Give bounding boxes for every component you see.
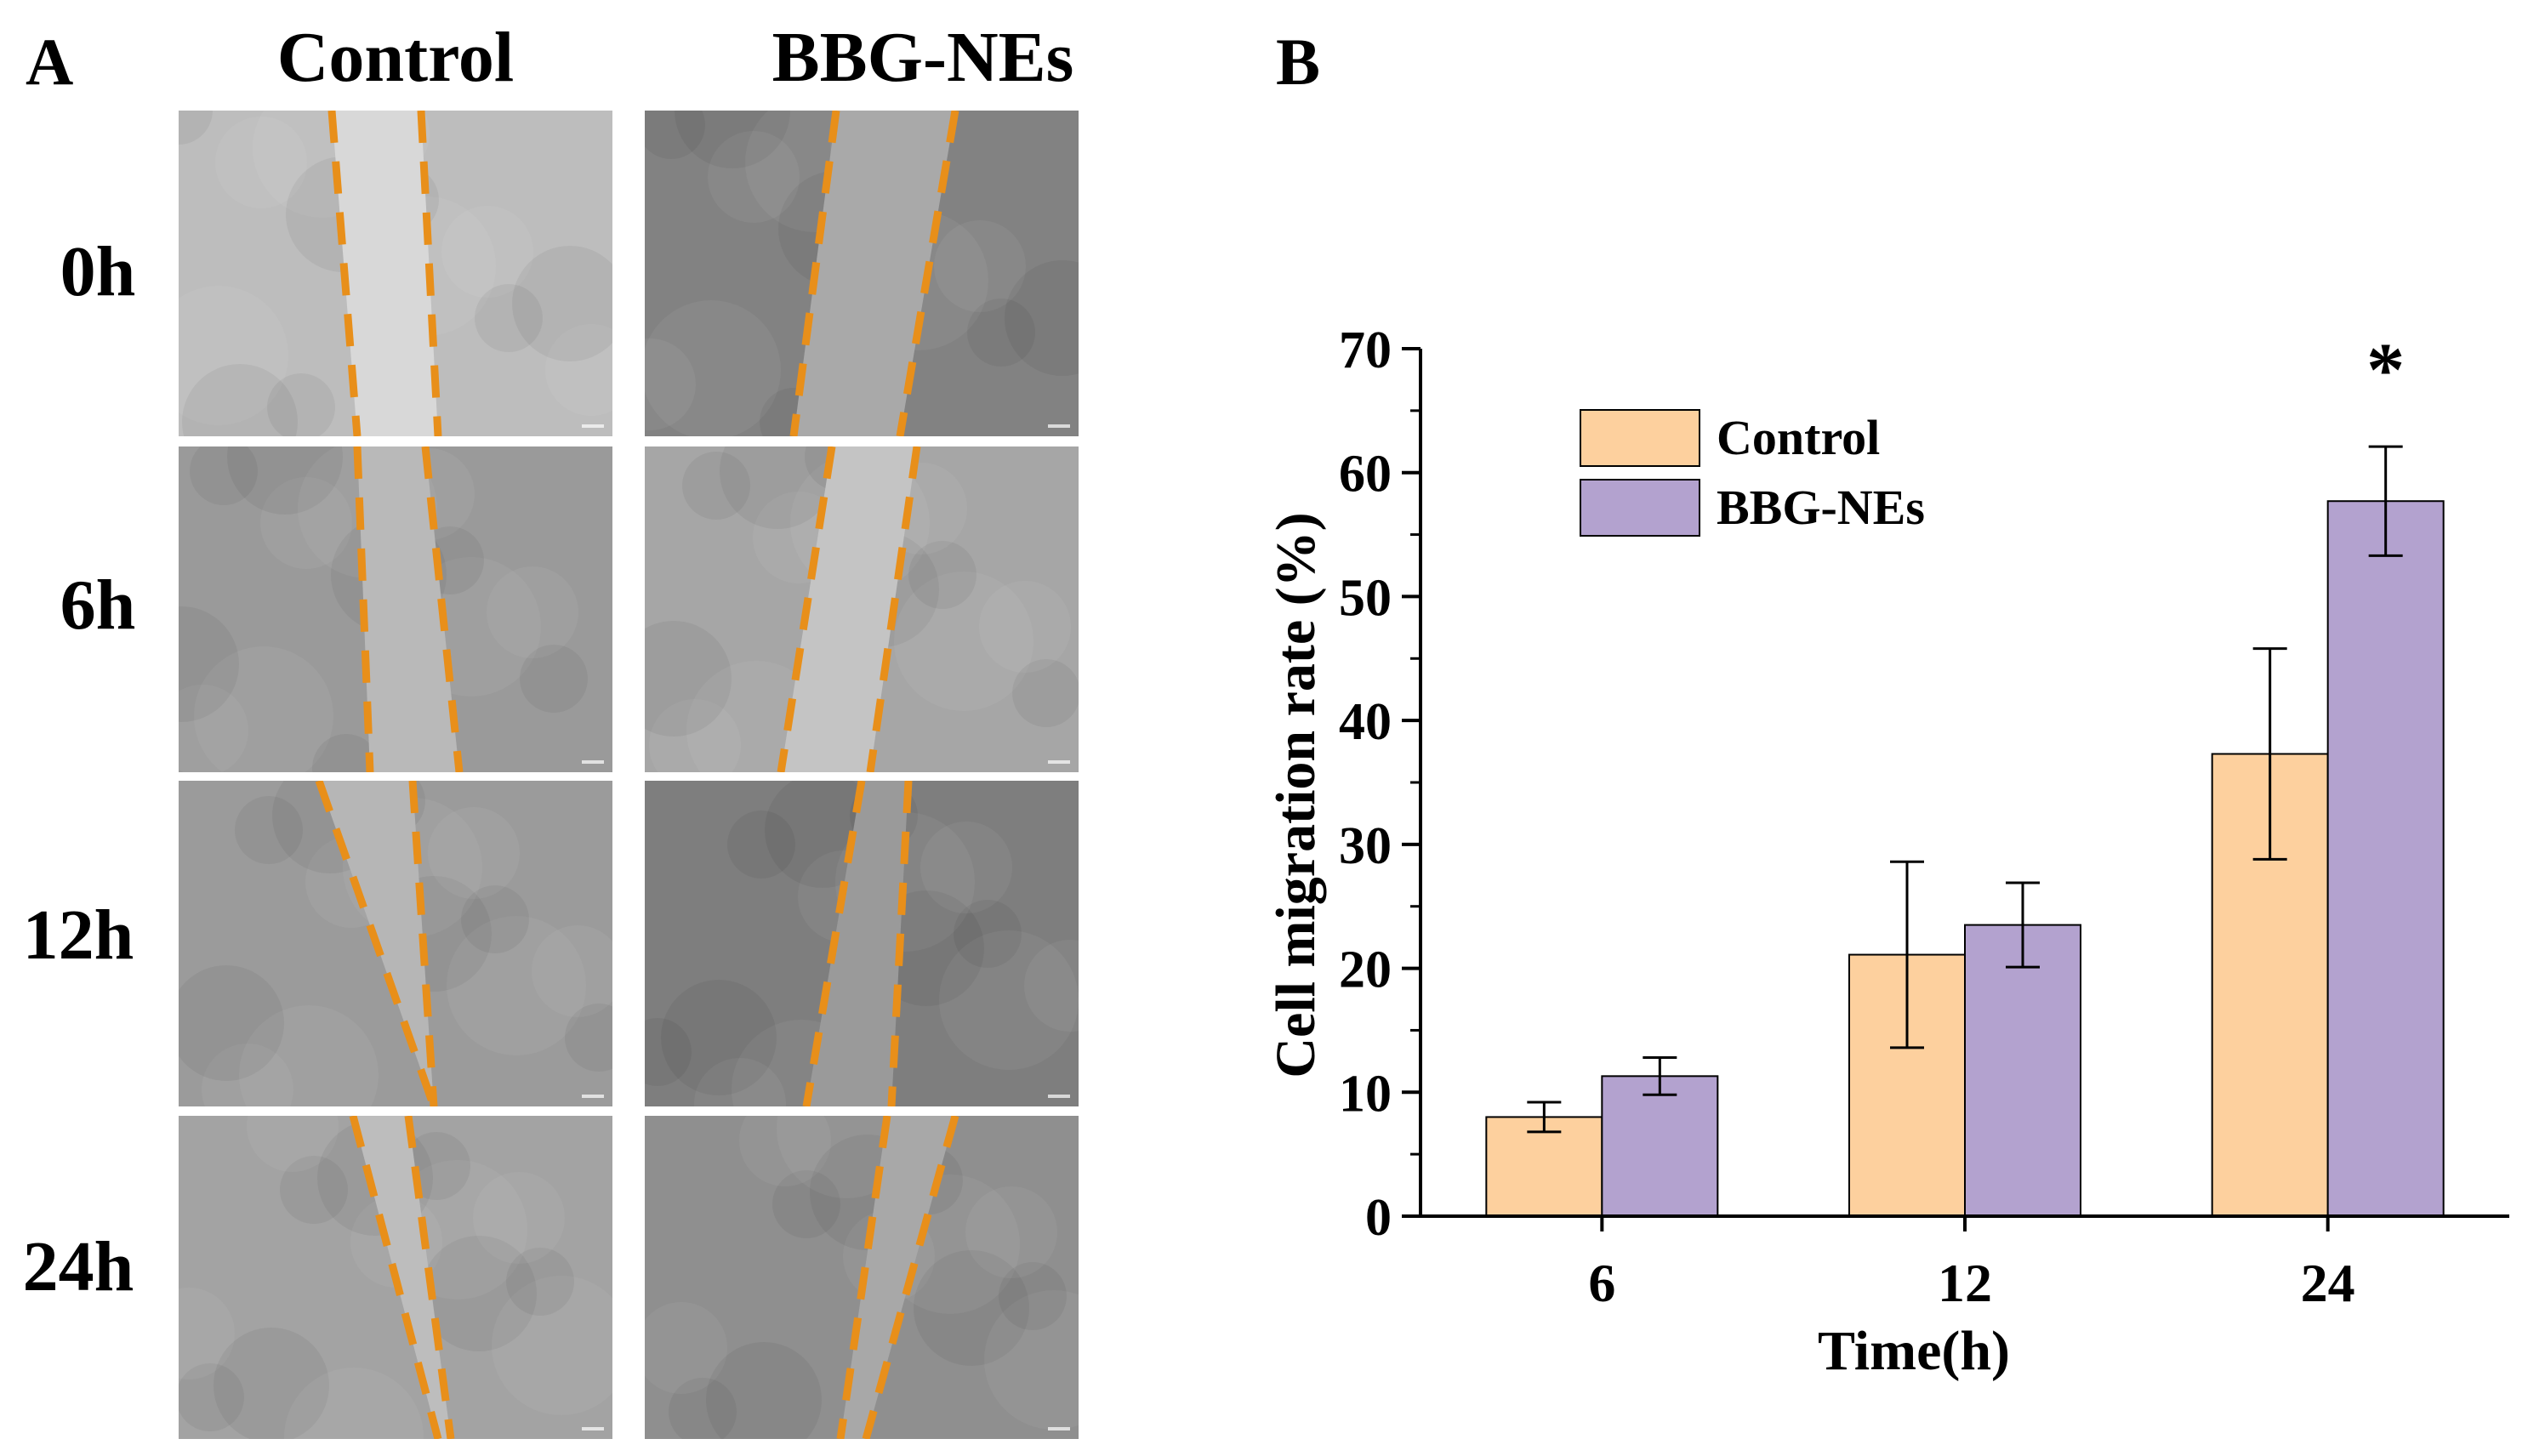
column-header-bbg-nes: BBG-NEs (771, 18, 1074, 97)
legend-swatch-control (1580, 409, 1700, 467)
y-tick-label-20: 20 (1339, 941, 1392, 999)
panel-a-letter: A (26, 25, 74, 99)
error-bar-control-6 (1527, 1101, 1562, 1134)
row-label-0h: 0h (60, 232, 136, 311)
x-axis-label: Time(h) (1818, 1320, 2010, 1382)
y-tick-label-30: 30 (1339, 817, 1392, 875)
error-bar-bbg-nes-12 (2006, 881, 2040, 969)
micrograph-control-6h (179, 446, 612, 772)
x-tick-label-6: 6 (1588, 1253, 1615, 1313)
bar-bbg-nes-24 (2326, 500, 2445, 1217)
error-bar-control-12 (1890, 860, 1924, 1049)
y-tick-label-60: 60 (1339, 446, 1392, 503)
error-bar-bbg-nes-6 (1643, 1055, 1677, 1096)
y-tick-label-70: 70 (1339, 321, 1392, 379)
bar-bbg-nes-6 (1601, 1075, 1719, 1217)
y-axis-label: Cell migration rate (%) (1265, 512, 1327, 1078)
micrograph-bbg-nes-0h (645, 111, 1079, 436)
bar-control-6 (1485, 1116, 1603, 1218)
significance-asterisk: * (2366, 328, 2405, 412)
bar-bbg-nes-12 (1964, 924, 2081, 1217)
y-tick-label-10: 10 (1339, 1065, 1392, 1123)
micrograph-bbg-nes-24h (645, 1116, 1079, 1439)
row-label-12h: 12h (22, 896, 134, 975)
micrograph-bbg-nes-12h (645, 781, 1079, 1106)
panel-b-letter: B (1276, 25, 1321, 99)
bar-chart: Control BBG-NEs 6 12 24 0 10 20 30 40 50 60 70 Time(… (1265, 321, 2509, 1382)
y-tick-label-50: 50 (1339, 569, 1392, 627)
micrograph-control-0h (179, 111, 612, 436)
row-label-24h: 24h (22, 1227, 134, 1306)
column-header-control: Control (276, 18, 515, 97)
legend-label-control: Control (1717, 410, 1880, 465)
micrograph-bbg-nes-6h (645, 446, 1079, 772)
error-bar-bbg-nes-24 (2368, 445, 2403, 557)
y-tick-label-0: 0 (1365, 1189, 1392, 1247)
x-tick-label-24: 24 (2301, 1253, 2355, 1313)
micrograph-control-24h (179, 1116, 612, 1439)
row-label-6h: 6h (60, 566, 136, 645)
micrograph-control-12h (179, 781, 612, 1106)
error-bar-control-24 (2252, 647, 2287, 861)
x-tick-label-12: 12 (1938, 1253, 1992, 1313)
legend-label-bbg-nes: BBG-NEs (1717, 480, 1925, 535)
y-tick-label-40: 40 (1339, 693, 1392, 751)
legend-swatch-bbg-nes (1580, 479, 1700, 537)
